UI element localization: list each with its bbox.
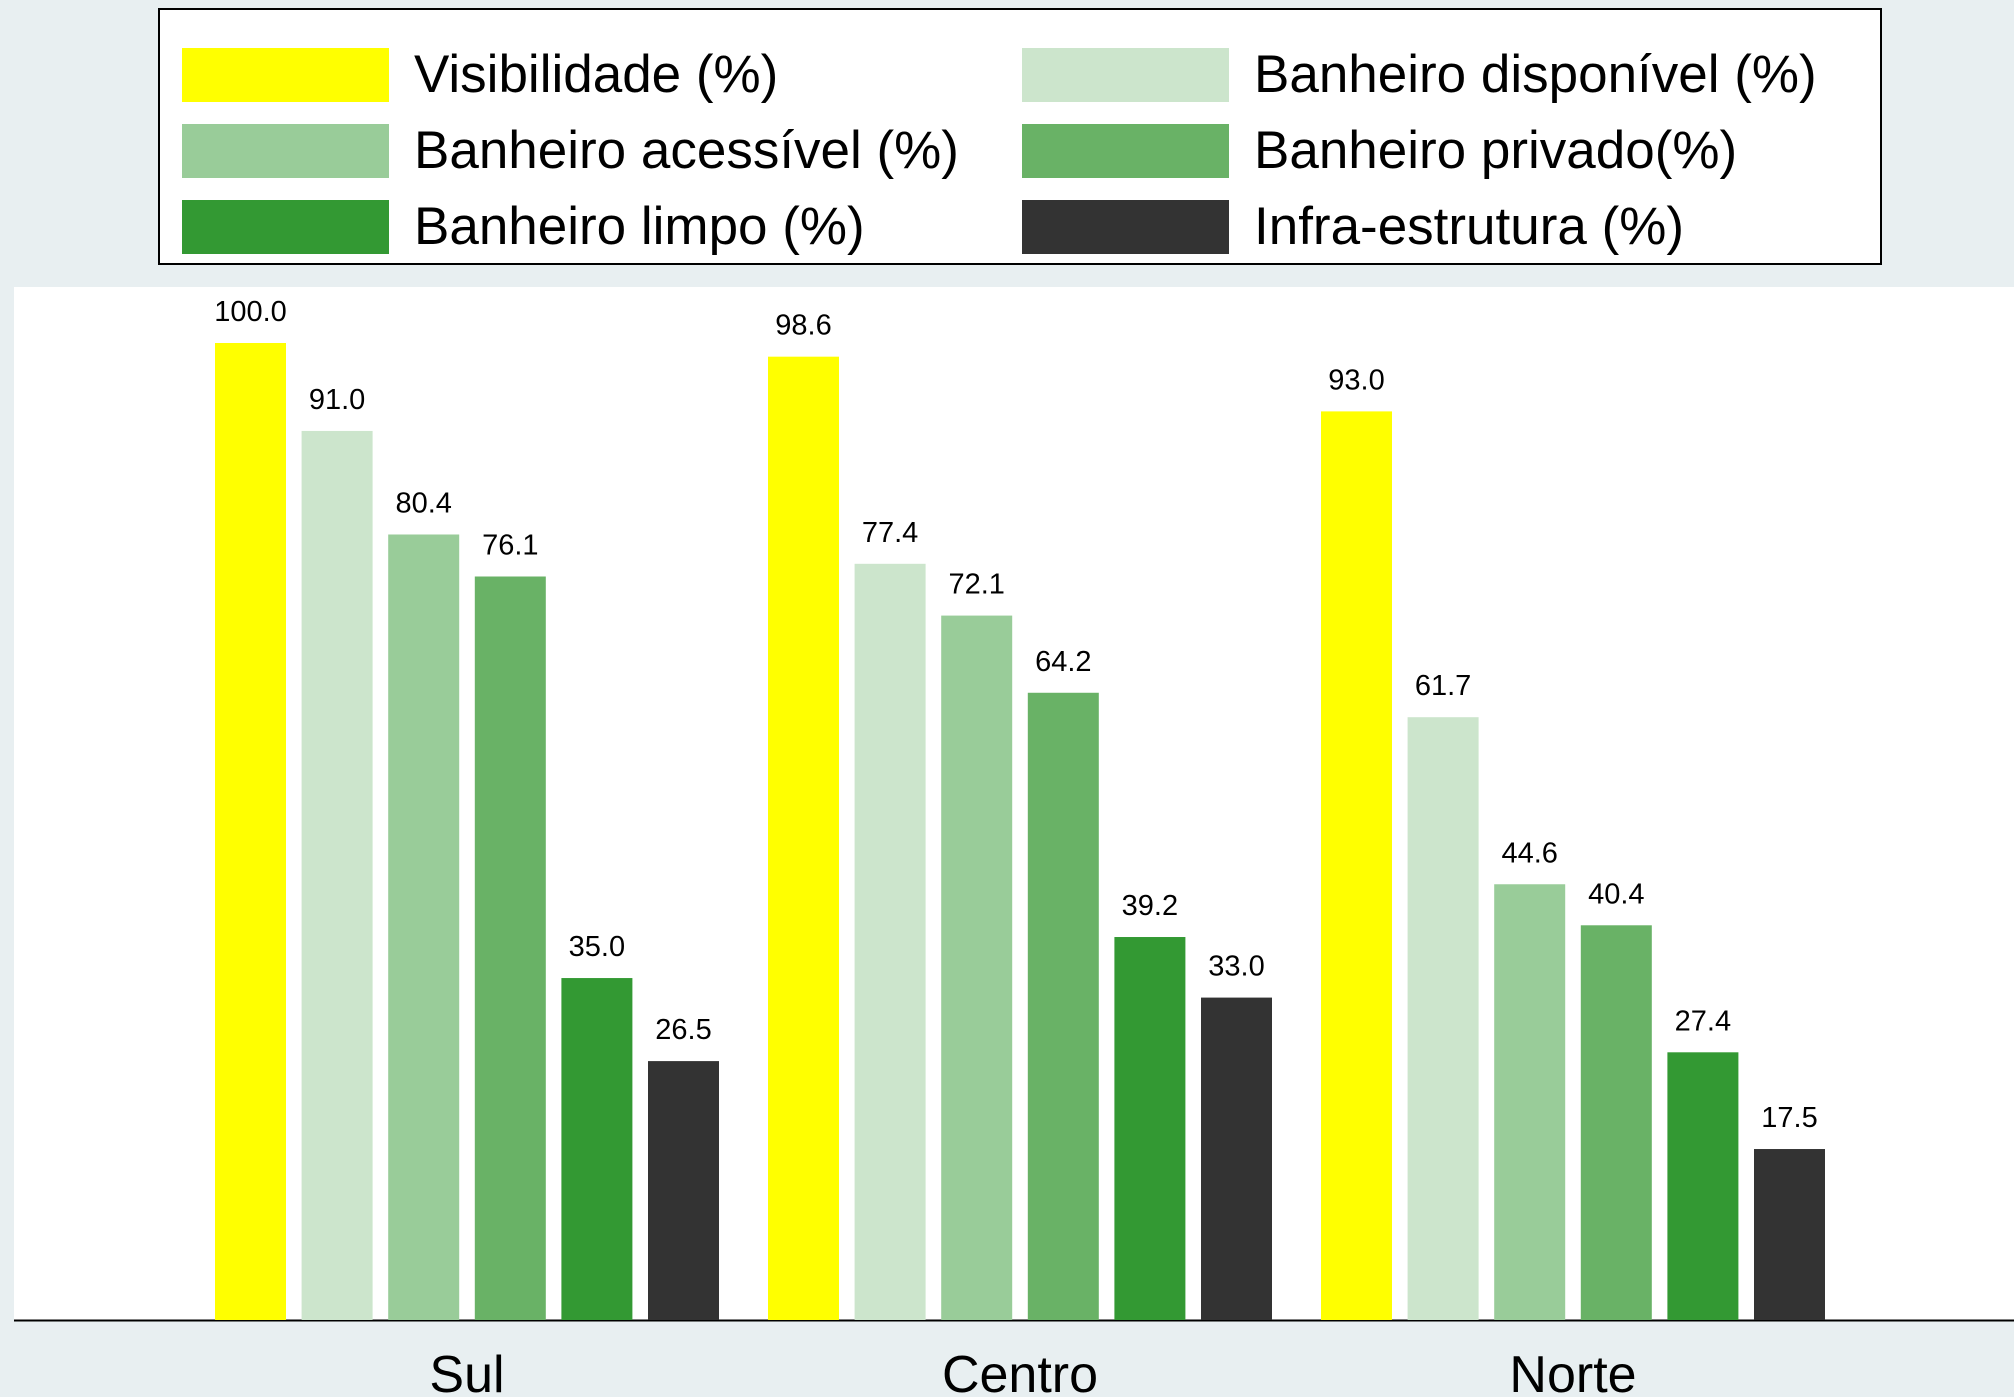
legend-swatch-banheiro-privado	[1022, 124, 1229, 178]
bar-norte-banheiro-privado	[1580, 925, 1652, 1320]
bar-centro-banheiro-acessivel	[941, 615, 1013, 1320]
legend-label-banheiro-acessivel: Banheiro acessível (%)	[414, 121, 959, 180]
data-label-centro-banheiro-privado: 64.2	[1035, 646, 1091, 678]
legend-swatch-banheiro-acessivel	[182, 124, 389, 178]
legend-swatch-banheiro-disponivel	[1022, 48, 1229, 102]
bar-norte-infra-estrutura	[1754, 1149, 1825, 1320]
data-label-norte-infra-estrutura: 17.5	[1761, 1102, 1817, 1134]
data-label-norte-banheiro-acessivel: 44.6	[1501, 837, 1557, 869]
chart-legend: Visibilidade (%) Banheiro disponível (%)…	[158, 8, 1882, 265]
data-label-norte-banheiro-disponivel: 61.7	[1415, 670, 1471, 702]
data-label-centro-banheiro-disponivel: 77.4	[862, 517, 918, 549]
data-label-centro-banheiro-limpo: 39.2	[1122, 890, 1178, 922]
bar-sul-infra-estrutura	[648, 1061, 719, 1320]
data-label-norte-banheiro-privado: 40.4	[1588, 878, 1644, 910]
bar-norte-visibilidade	[1321, 411, 1392, 1320]
legend-label-visibilidade: Visibilidade (%)	[414, 45, 779, 104]
bar-sul-banheiro-disponivel	[301, 430, 373, 1320]
bar-norte-banheiro-disponivel	[1407, 717, 1479, 1320]
data-label-centro-infra-estrutura: 33.0	[1208, 951, 1264, 983]
bar-centro-visibilidade	[768, 356, 839, 1321]
data-label-norte-banheiro-limpo: 27.4	[1675, 1005, 1731, 1037]
legend-swatch-infra-estrutura	[1022, 200, 1229, 254]
bar-sul-visibilidade	[215, 343, 286, 1320]
legend-label-infra-estrutura: Infra-estrutura (%)	[1254, 197, 1685, 256]
legend-label-banheiro-privado: Banheiro privado(%)	[1254, 121, 1738, 180]
data-label-centro-visibilidade: 98.6	[775, 310, 831, 342]
bar-sul-banheiro-acessivel	[388, 534, 460, 1320]
data-label-centro-banheiro-acessivel: 72.1	[948, 569, 1004, 601]
bar-sul-banheiro-privado	[474, 576, 546, 1320]
bar-centro-banheiro-privado	[1027, 692, 1099, 1320]
bar-centro-banheiro-limpo	[1114, 937, 1186, 1320]
data-label-sul-banheiro-privado: 76.1	[482, 530, 538, 562]
bar-centro-infra-estrutura	[1201, 997, 1272, 1320]
legend-label-banheiro-limpo: Banheiro limpo (%)	[414, 197, 865, 256]
legend-label-banheiro-disponivel: Banheiro disponível (%)	[1254, 45, 1817, 104]
category-label-centro: Centro	[942, 1346, 1098, 1397]
data-label-sul-visibilidade: 100.0	[214, 296, 287, 328]
legend-swatch-banheiro-limpo	[182, 200, 389, 254]
category-label-sul: Sul	[429, 1346, 504, 1397]
bar-centro-banheiro-disponivel	[854, 563, 926, 1320]
legend-swatch-visibilidade	[182, 48, 389, 102]
bar-sul-banheiro-limpo	[561, 978, 633, 1320]
bar-norte-banheiro-limpo	[1667, 1052, 1739, 1320]
data-label-sul-banheiro-limpo: 35.0	[569, 931, 625, 963]
data-label-norte-visibilidade: 93.0	[1328, 364, 1384, 396]
data-label-sul-banheiro-disponivel: 91.0	[309, 384, 365, 416]
data-label-sul-banheiro-acessivel: 80.4	[395, 487, 451, 519]
data-label-sul-infra-estrutura: 26.5	[655, 1014, 711, 1046]
bar-norte-banheiro-acessivel	[1494, 884, 1566, 1320]
category-label-norte: Norte	[1509, 1346, 1636, 1397]
